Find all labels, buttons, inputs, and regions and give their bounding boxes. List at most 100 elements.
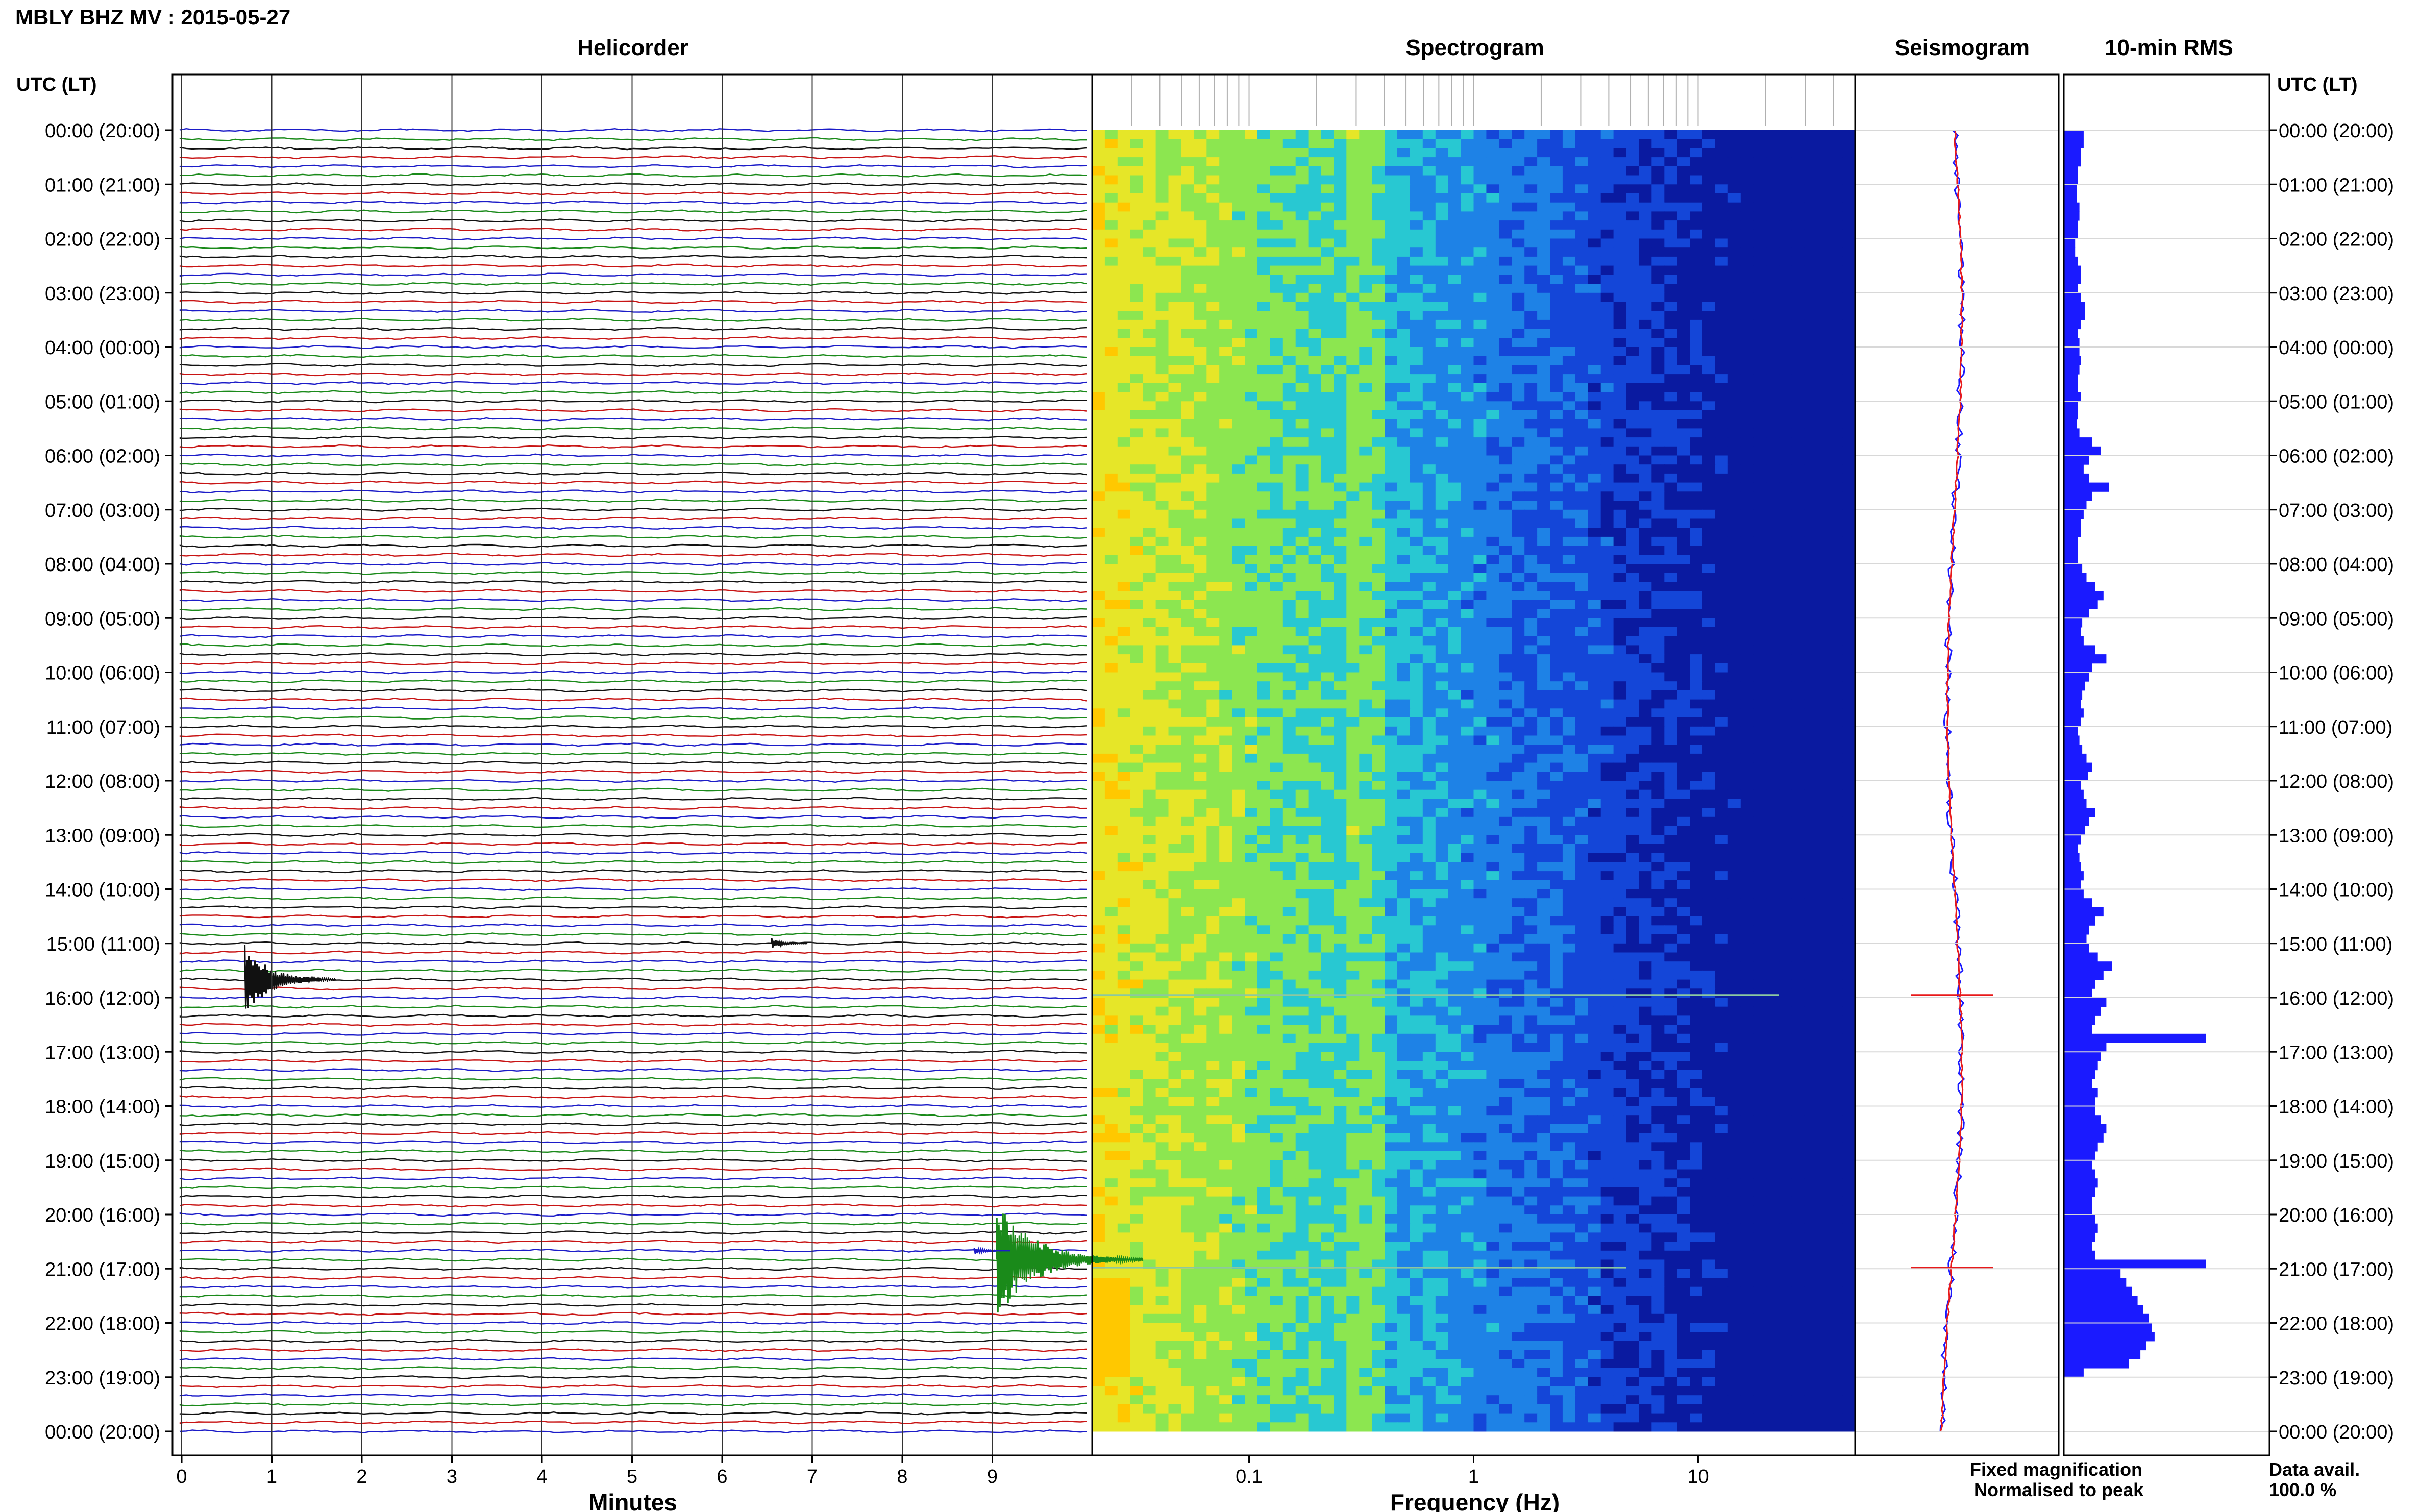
- spectrogram-cell: [1550, 609, 1563, 618]
- spectrogram-cell: [1346, 690, 1360, 700]
- spectrogram-cell: [1359, 636, 1372, 646]
- spectrogram-cell: [1562, 356, 1576, 365]
- spectrogram-cell: [1626, 302, 1640, 311]
- spectrogram-cell: [1588, 392, 1601, 402]
- spectrogram-cell: [1117, 654, 1131, 664]
- spectrogram-cell: [1334, 735, 1347, 745]
- spectrogram-cell: [1817, 247, 1830, 257]
- spectrogram-cell: [1270, 528, 1283, 537]
- spectrogram-cell: [1651, 564, 1665, 574]
- spectrogram-cell: [1842, 491, 1856, 501]
- spectrogram-cell: [1435, 329, 1449, 338]
- spectrogram-cell: [1282, 663, 1296, 673]
- spectrogram-cell: [1155, 446, 1169, 456]
- spectrogram-cell: [1422, 699, 1436, 709]
- spectrogram-cell: [1524, 726, 1538, 736]
- spectrogram-cell: [1727, 717, 1741, 727]
- spectrogram-cell: [1830, 745, 1843, 754]
- spectrogram-cell: [1524, 139, 1538, 148]
- spectrogram-cell: [1842, 609, 1856, 618]
- spectrogram-cell: [1334, 835, 1347, 845]
- spectrogram-cell: [1321, 329, 1335, 338]
- spectrogram-cell: [1194, 690, 1207, 700]
- spectrogram-cell: [1257, 311, 1271, 320]
- spectrogram-cell: [1410, 410, 1423, 420]
- spectrogram-cell: [1677, 419, 1690, 429]
- spectrogram-cell: [1461, 826, 1474, 835]
- spectrogram-cell: [1550, 455, 1563, 465]
- spectrogram-cell: [1727, 501, 1741, 510]
- spectrogram-cell: [1626, 338, 1640, 348]
- spectrogram-cell: [1791, 591, 1805, 601]
- spectrogram-cell: [1588, 600, 1601, 609]
- spectrogram-cell: [1397, 536, 1411, 547]
- spectrogram-cell: [1499, 501, 1512, 510]
- spectrogram-cell: [1295, 220, 1309, 230]
- spectrogram-cell: [1143, 699, 1156, 709]
- spectrogram-cell: [1715, 473, 1729, 483]
- spectrogram-cell: [1499, 265, 1512, 275]
- spectrogram-cell: [1677, 708, 1690, 718]
- spectrogram-cell: [1690, 654, 1703, 664]
- spectrogram-cell: [1104, 311, 1118, 320]
- spectrogram-cell: [1245, 319, 1258, 330]
- spectrogram-cell: [1753, 347, 1767, 357]
- spectrogram-cell: [1092, 284, 1105, 293]
- spectrogram-cell: [1232, 618, 1245, 628]
- spectrogram-cell: [1715, 518, 1729, 528]
- spectrogram-cell: [1830, 437, 1843, 447]
- spectrogram-cell: [1499, 446, 1512, 456]
- spectrogram-cell: [1372, 311, 1385, 320]
- spectrogram-cell: [1817, 816, 1830, 826]
- spectrogram-cell: [1295, 166, 1309, 176]
- spectrogram-cell: [1461, 329, 1474, 338]
- spectrogram-cell: [1372, 329, 1385, 338]
- spectrogram-cell: [1359, 600, 1372, 609]
- spectrogram-cell: [1830, 311, 1843, 320]
- spectrogram-cell: [1308, 256, 1322, 266]
- spectrogram-cell: [1779, 365, 1792, 375]
- spectrogram-cell: [1690, 428, 1703, 438]
- spectrogram-cell: [1830, 627, 1843, 637]
- spectrogram-cell: [1702, 726, 1716, 736]
- spectrogram-cell: [1270, 139, 1283, 148]
- spectrogram-cell: [1486, 600, 1500, 609]
- spectrogram-cell: [1282, 781, 1296, 790]
- spectrogram-cell: [1562, 536, 1576, 547]
- spectrogram-cell: [1804, 392, 1817, 402]
- spectrogram-cell: [1410, 582, 1423, 591]
- spectrogram-cell: [1295, 338, 1309, 348]
- spectrogram-cell: [1257, 464, 1271, 474]
- spectrogram-cell: [1639, 157, 1652, 167]
- spectrogram-cell: [1422, 654, 1436, 664]
- spectrogram-cell: [1206, 781, 1220, 790]
- spectrogram-cell: [1461, 392, 1474, 402]
- spectrogram-cell: [1194, 600, 1207, 609]
- spectrogram-cell: [1715, 862, 1729, 872]
- spectrogram-cell: [1397, 157, 1411, 167]
- spectrogram-cell: [1397, 265, 1411, 275]
- spectrogram-cell: [1397, 256, 1411, 266]
- spectrogram-cell: [1613, 401, 1627, 411]
- spectrogram-cell: [1422, 437, 1436, 447]
- spectrogram-cell: [1499, 419, 1512, 429]
- spectrogram-cell: [1232, 256, 1245, 266]
- spectrogram-cell: [1461, 220, 1474, 230]
- spectrogram-cell: [1155, 645, 1169, 655]
- spectrogram-cell: [1817, 735, 1830, 745]
- spectrogram-cell: [1308, 799, 1322, 808]
- spectrogram-cell: [1334, 491, 1347, 501]
- spectrogram-title: Spectrogram: [1405, 35, 1544, 60]
- spectrogram-cell: [1499, 699, 1512, 709]
- spectrogram-cell: [1385, 347, 1398, 357]
- spectrogram-cell: [1677, 356, 1690, 365]
- spectrogram-cell: [1842, 636, 1856, 646]
- spectrogram-cell: [1740, 383, 1754, 392]
- spectrogram-cell: [1194, 220, 1207, 230]
- spectrogram-cell: [1461, 835, 1474, 845]
- spectrogram-cell: [1385, 681, 1398, 691]
- spectrogram-cell: [1168, 762, 1182, 772]
- spectrogram-cell: [1842, 446, 1856, 456]
- spectrogram-cell: [1702, 663, 1716, 673]
- spectrogram-cell: [1092, 392, 1105, 402]
